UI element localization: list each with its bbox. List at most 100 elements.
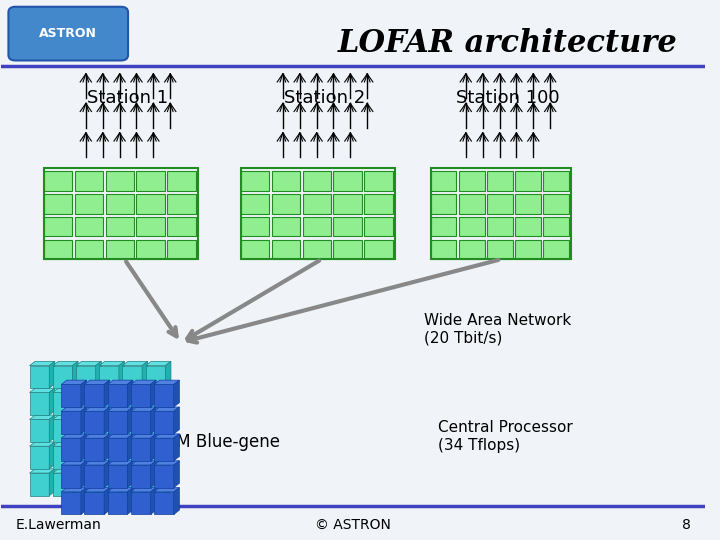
Bar [240,240,269,259]
Bar [107,492,127,515]
Bar [302,171,331,191]
Bar [145,446,166,469]
Bar [431,171,456,191]
Polygon shape [131,434,156,438]
Polygon shape [96,361,102,388]
Bar [154,438,174,461]
Polygon shape [131,461,156,465]
Polygon shape [49,415,55,442]
Polygon shape [174,434,179,461]
Bar [99,420,119,442]
Bar [76,446,96,469]
Bar [99,393,119,415]
Bar [459,240,485,259]
Polygon shape [76,361,102,366]
Bar [459,217,485,237]
Bar [75,240,103,259]
Polygon shape [99,469,125,473]
Polygon shape [30,415,55,420]
Polygon shape [119,469,125,496]
Polygon shape [145,415,171,420]
Bar [106,240,134,259]
Polygon shape [107,380,133,384]
Bar [99,473,119,496]
Bar [107,411,127,434]
FancyBboxPatch shape [9,7,128,60]
Polygon shape [73,469,78,496]
Bar [137,171,165,191]
Bar [53,473,73,496]
Text: IBM Blue-gene: IBM Blue-gene [160,433,279,451]
Bar [76,473,96,496]
Bar [543,171,569,191]
Bar [145,366,166,388]
Polygon shape [53,442,78,446]
Bar [122,393,142,415]
Bar [487,217,513,237]
Bar [53,420,73,442]
Bar [302,240,331,259]
Text: ASTRON: ASTRON [40,27,97,40]
Bar [333,217,362,237]
Text: Station 1: Station 1 [87,89,168,107]
Bar [122,366,142,388]
Bar [145,420,166,442]
Bar [30,420,49,442]
Bar [168,171,196,191]
Polygon shape [145,388,171,393]
Polygon shape [154,434,179,438]
Polygon shape [104,461,109,488]
Bar [154,411,174,434]
Bar [271,171,300,191]
Bar [107,438,127,461]
Bar [107,384,127,407]
Text: LOFAR architecture: LOFAR architecture [338,28,678,59]
Polygon shape [73,442,78,469]
Polygon shape [84,407,109,411]
Polygon shape [107,407,133,411]
Polygon shape [154,488,179,492]
Polygon shape [154,461,179,465]
Bar [431,194,456,214]
Bar [302,217,331,237]
Bar [131,384,150,407]
Bar [271,240,300,259]
Bar [431,168,571,259]
Bar [30,473,49,496]
Bar [44,240,72,259]
Polygon shape [127,488,133,515]
Bar [61,465,81,488]
Text: 8: 8 [682,518,691,532]
Polygon shape [127,380,133,407]
Polygon shape [81,461,86,488]
Bar [30,446,49,469]
Polygon shape [53,361,78,366]
Bar [131,492,150,515]
Bar [364,240,393,259]
Bar [76,420,96,442]
Bar [84,492,104,515]
Polygon shape [76,469,102,473]
Polygon shape [142,361,148,388]
Polygon shape [142,442,148,469]
Polygon shape [99,415,125,420]
Bar [168,240,196,259]
Bar [61,492,81,515]
Text: Wide Area Network
(20 Tbit/s): Wide Area Network (20 Tbit/s) [423,313,571,346]
Bar [84,465,104,488]
Polygon shape [96,388,102,415]
Polygon shape [122,442,148,446]
Polygon shape [30,442,55,446]
Bar [154,492,174,515]
Bar [30,366,49,388]
Bar [44,194,72,214]
Bar [543,240,569,259]
Bar [106,194,134,214]
Bar [364,194,393,214]
Polygon shape [104,488,109,515]
Bar [44,168,199,259]
Bar [240,168,395,259]
Polygon shape [142,388,148,415]
Polygon shape [81,407,86,434]
Polygon shape [30,388,55,393]
